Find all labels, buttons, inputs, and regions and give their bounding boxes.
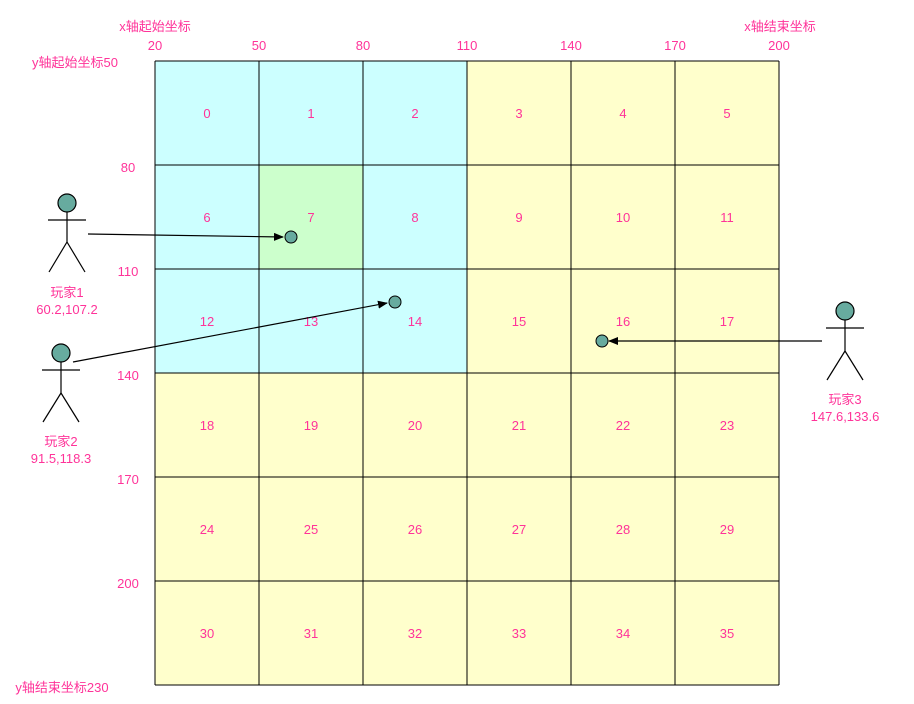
player-name: 玩家2 — [44, 434, 77, 449]
player-name: 玩家3 — [828, 392, 861, 407]
cell-id-label: 30 — [200, 626, 214, 641]
cell-id-label: 12 — [200, 314, 214, 329]
player-2: 玩家2 91.5,118.3 — [31, 344, 91, 466]
x-tick: 50 — [252, 38, 266, 53]
cell-id-label: 5 — [723, 106, 730, 121]
cell-id-label: 19 — [304, 418, 318, 433]
x-axis-start-title: x轴起始坐标 — [119, 19, 191, 34]
cell-id-label: 23 — [720, 418, 734, 433]
cell-id-label: 10 — [616, 210, 630, 225]
x-tick: 20 — [148, 38, 162, 53]
x-axis-ticks: 20 50 80 110 140 170 200 — [148, 38, 790, 53]
y-tick: 200 — [117, 576, 139, 591]
y-axis-start-title: y轴起始坐标50 — [32, 55, 118, 70]
y-axis-end-title: y轴结束坐标230 — [15, 680, 108, 695]
cell-id-label: 20 — [408, 418, 422, 433]
cell-id-label: 28 — [616, 522, 630, 537]
cell-id-label: 11 — [720, 210, 734, 225]
y-tick: 170 — [117, 472, 139, 487]
cell-id-label: 6 — [203, 210, 210, 225]
cell-id-label: 27 — [512, 522, 526, 537]
y-axis-ticks: 80 110 140 170 200 — [117, 160, 139, 591]
y-tick: 110 — [118, 264, 139, 279]
stick-figure-icon — [48, 194, 86, 272]
cell-id-label: 34 — [616, 626, 630, 641]
cell-id-label: 1 — [307, 106, 314, 121]
player-3-position-dot — [596, 335, 608, 347]
cell-id-label: 15 — [512, 314, 526, 329]
x-axis-end-title: x轴结束坐标 — [744, 19, 816, 34]
x-tick: 200 — [768, 38, 790, 53]
cell-id-label: 9 — [515, 210, 522, 225]
cell-id-label: 8 — [411, 210, 418, 225]
cell-id-label: 0 — [203, 106, 210, 121]
stick-figure-icon — [42, 344, 80, 422]
player-name: 玩家1 — [50, 285, 83, 300]
player-2-position-dot — [389, 296, 401, 308]
x-tick: 80 — [356, 38, 370, 53]
x-tick: 110 — [457, 38, 478, 53]
cell-id-label: 21 — [512, 418, 526, 433]
cell-id-label: 25 — [304, 522, 318, 537]
player-1: 玩家1 60.2,107.2 — [36, 194, 97, 317]
x-tick: 140 — [560, 38, 582, 53]
y-tick: 140 — [117, 368, 139, 383]
stick-figure-icon — [826, 302, 864, 380]
cell-id-label: 33 — [512, 626, 526, 641]
cell-id-label: 3 — [515, 106, 522, 121]
player-coords: 147.6,133.6 — [811, 409, 880, 424]
cell-id-label: 26 — [408, 522, 422, 537]
cell-id-label: 24 — [200, 522, 214, 537]
player-coords: 91.5,118.3 — [31, 451, 91, 466]
x-tick: 170 — [664, 38, 686, 53]
player-coords: 60.2,107.2 — [36, 302, 97, 317]
cell-id-label: 16 — [616, 314, 630, 329]
player-3: 玩家3 147.6,133.6 — [811, 302, 880, 424]
cell-id-label: 4 — [619, 106, 626, 121]
cell-id-label: 31 — [304, 626, 318, 641]
player-1-position-dot — [285, 231, 297, 243]
cell-id-label: 29 — [720, 522, 734, 537]
cell-id-label: 7 — [307, 210, 314, 225]
cell-id-label: 18 — [200, 418, 214, 433]
cell-id-label: 17 — [720, 314, 734, 329]
cell-id-label: 32 — [408, 626, 422, 641]
y-tick: 80 — [121, 160, 135, 175]
cell-id-label: 14 — [408, 314, 422, 329]
cell-id-label: 2 — [411, 106, 418, 121]
cell-id-label: 35 — [720, 626, 734, 641]
cell-id-label: 22 — [616, 418, 630, 433]
